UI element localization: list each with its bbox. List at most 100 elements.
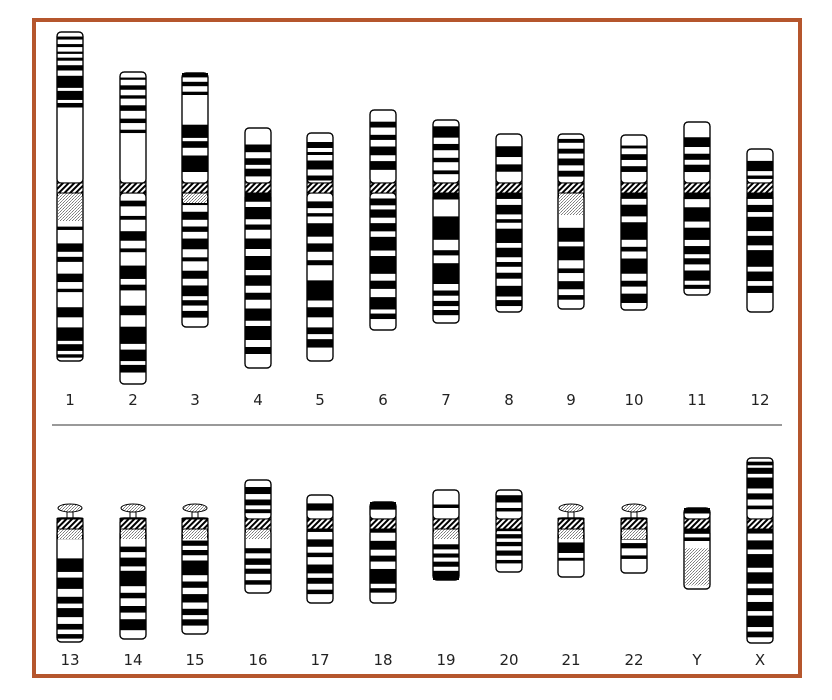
band xyxy=(57,273,83,283)
band xyxy=(307,201,333,209)
band xyxy=(621,145,647,149)
band xyxy=(370,161,396,170)
chromosome-label: 11 xyxy=(687,391,706,409)
band xyxy=(433,570,459,580)
band xyxy=(747,477,773,489)
band xyxy=(182,124,208,138)
band xyxy=(433,250,459,256)
band xyxy=(558,170,584,177)
heterochromatin xyxy=(183,529,207,539)
centromere xyxy=(746,182,774,194)
band xyxy=(120,77,146,80)
chromosome-x xyxy=(746,457,774,644)
chromosome-19 xyxy=(432,489,460,581)
centromere xyxy=(620,182,648,194)
satellite xyxy=(558,503,584,513)
chromosome-outline xyxy=(432,119,460,324)
band xyxy=(245,487,271,495)
band xyxy=(747,461,773,466)
centromere xyxy=(369,182,397,194)
chromosome-outline xyxy=(495,489,523,573)
band xyxy=(57,623,83,630)
band xyxy=(747,554,773,568)
band xyxy=(747,631,773,638)
chromosome-15 xyxy=(181,503,209,635)
heterochromatin xyxy=(121,529,145,539)
band xyxy=(120,265,146,279)
chromosome-outline xyxy=(181,72,209,328)
band xyxy=(684,227,710,240)
arm-p xyxy=(495,489,523,520)
band xyxy=(747,235,773,246)
band xyxy=(747,467,773,474)
band xyxy=(496,262,522,267)
band xyxy=(747,588,773,596)
heterochromatin xyxy=(58,529,82,539)
band xyxy=(684,153,710,160)
band xyxy=(370,134,396,140)
band xyxy=(433,544,459,550)
band xyxy=(307,307,333,318)
chromosome-label: 14 xyxy=(123,651,142,669)
band xyxy=(245,144,271,153)
band xyxy=(496,272,522,279)
band xyxy=(57,344,83,351)
chromosome-20 xyxy=(495,489,523,573)
band xyxy=(57,226,83,230)
heterochromatin xyxy=(183,193,207,203)
chromosome-outline xyxy=(244,127,272,369)
band xyxy=(433,553,459,558)
chromosome-group xyxy=(56,31,774,644)
stalk xyxy=(129,511,137,519)
band xyxy=(182,540,208,546)
band xyxy=(370,121,396,128)
chromosome-10 xyxy=(620,134,648,311)
band xyxy=(245,308,271,321)
band xyxy=(245,224,271,230)
chromosome-label: 5 xyxy=(315,391,325,409)
band xyxy=(120,557,146,567)
band xyxy=(684,246,710,255)
band xyxy=(245,292,271,300)
centromere xyxy=(56,518,84,530)
band xyxy=(621,222,647,240)
band xyxy=(433,504,459,508)
heterochromatin xyxy=(559,529,583,539)
chromosome-label: 6 xyxy=(378,391,388,409)
band xyxy=(684,258,710,265)
chromosome-outline xyxy=(683,507,711,590)
centromere xyxy=(557,182,585,194)
band xyxy=(57,558,83,572)
band xyxy=(245,558,271,565)
chromosome-outline xyxy=(181,517,209,635)
band xyxy=(182,300,208,306)
band xyxy=(370,502,396,510)
band xyxy=(558,557,584,561)
chromosome-outline xyxy=(369,109,397,331)
band xyxy=(496,559,522,564)
band xyxy=(433,143,459,151)
heterochromatin xyxy=(685,548,709,586)
band xyxy=(245,256,271,270)
band xyxy=(496,228,522,243)
chromosome-3 xyxy=(181,72,209,328)
band xyxy=(245,548,271,554)
band xyxy=(307,160,333,170)
band xyxy=(621,204,647,217)
band xyxy=(182,550,208,556)
band xyxy=(245,168,271,177)
band xyxy=(747,285,773,293)
heterochromatin xyxy=(622,529,646,539)
band xyxy=(182,285,208,297)
chromosome-y xyxy=(683,507,711,590)
chromosome-outline xyxy=(495,133,523,313)
band xyxy=(307,539,333,547)
chromosome-label: 12 xyxy=(750,391,769,409)
band xyxy=(496,204,522,215)
band xyxy=(558,281,584,290)
band xyxy=(496,529,522,532)
band xyxy=(684,137,710,148)
band xyxy=(747,529,773,534)
band xyxy=(747,193,773,199)
chromosome-outline xyxy=(56,517,84,643)
